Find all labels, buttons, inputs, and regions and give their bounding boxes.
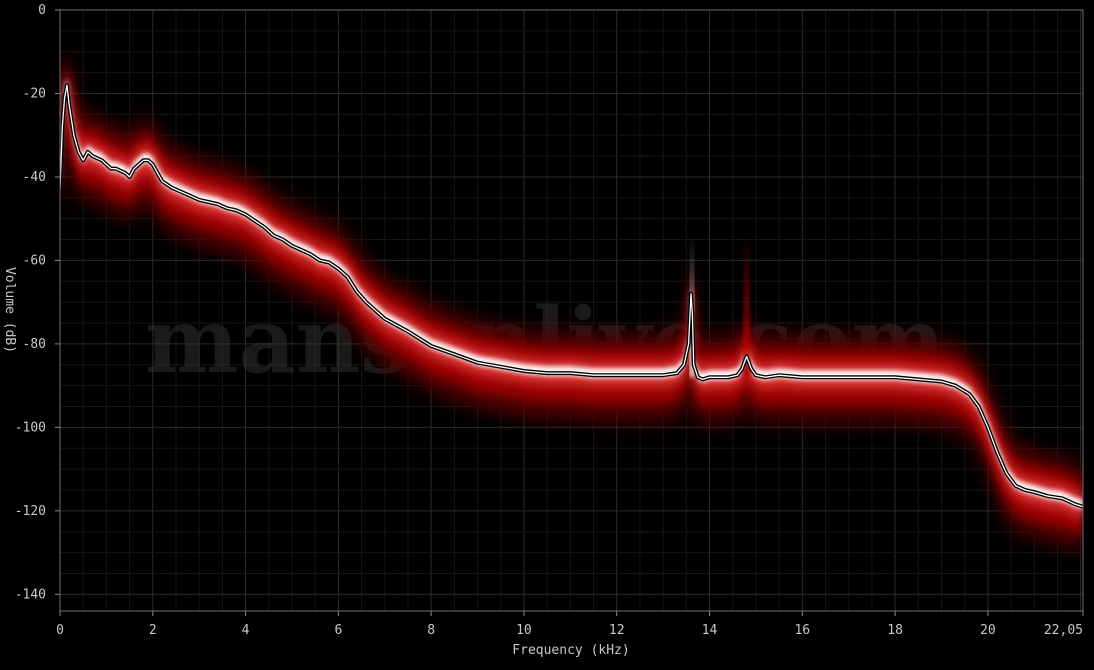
y-tick-label: -80 [23,337,46,352]
plot-frame [59,9,1084,612]
series-lines [60,83,1083,509]
y-tick-label: -140 [15,587,46,602]
x-tick-label: 22,05 [1044,623,1083,638]
x-tick-label: 6 [334,623,342,638]
x-tick-label: 8 [427,623,435,638]
x-tick-label: 20 [980,623,996,638]
y-axis-ticks: 0 -20 -40 -60 -80 -100 -120 -140 [15,3,60,602]
band-spike [742,235,751,378]
y-tick-label: 0 [38,3,46,18]
x-tick-label: 14 [702,623,718,638]
y-tick-label: -60 [23,253,46,268]
x-tick-label: 18 [887,623,903,638]
x-axis-title: Frequency (kHz) [512,643,629,658]
y-tick-label: -120 [15,504,46,519]
x-axis-ticks: 0 2 4 6 8 10 12 14 16 18 20 22,05 [56,611,1084,638]
x-tick-label: 16 [794,623,810,638]
series-line [60,84,1083,508]
y-tick-label: -100 [15,420,46,435]
x-tick-label: 12 [609,623,625,638]
y-tick-label: -40 [23,170,46,185]
y-axis-title: Volume (dB) [2,267,17,353]
x-tick-label: 4 [242,623,250,638]
x-tick-label: 10 [516,623,532,638]
y-tick-label: -20 [23,86,46,101]
x-tick-label: 2 [149,623,157,638]
x-tick-label: 0 [56,623,64,638]
grid [60,10,1083,611]
